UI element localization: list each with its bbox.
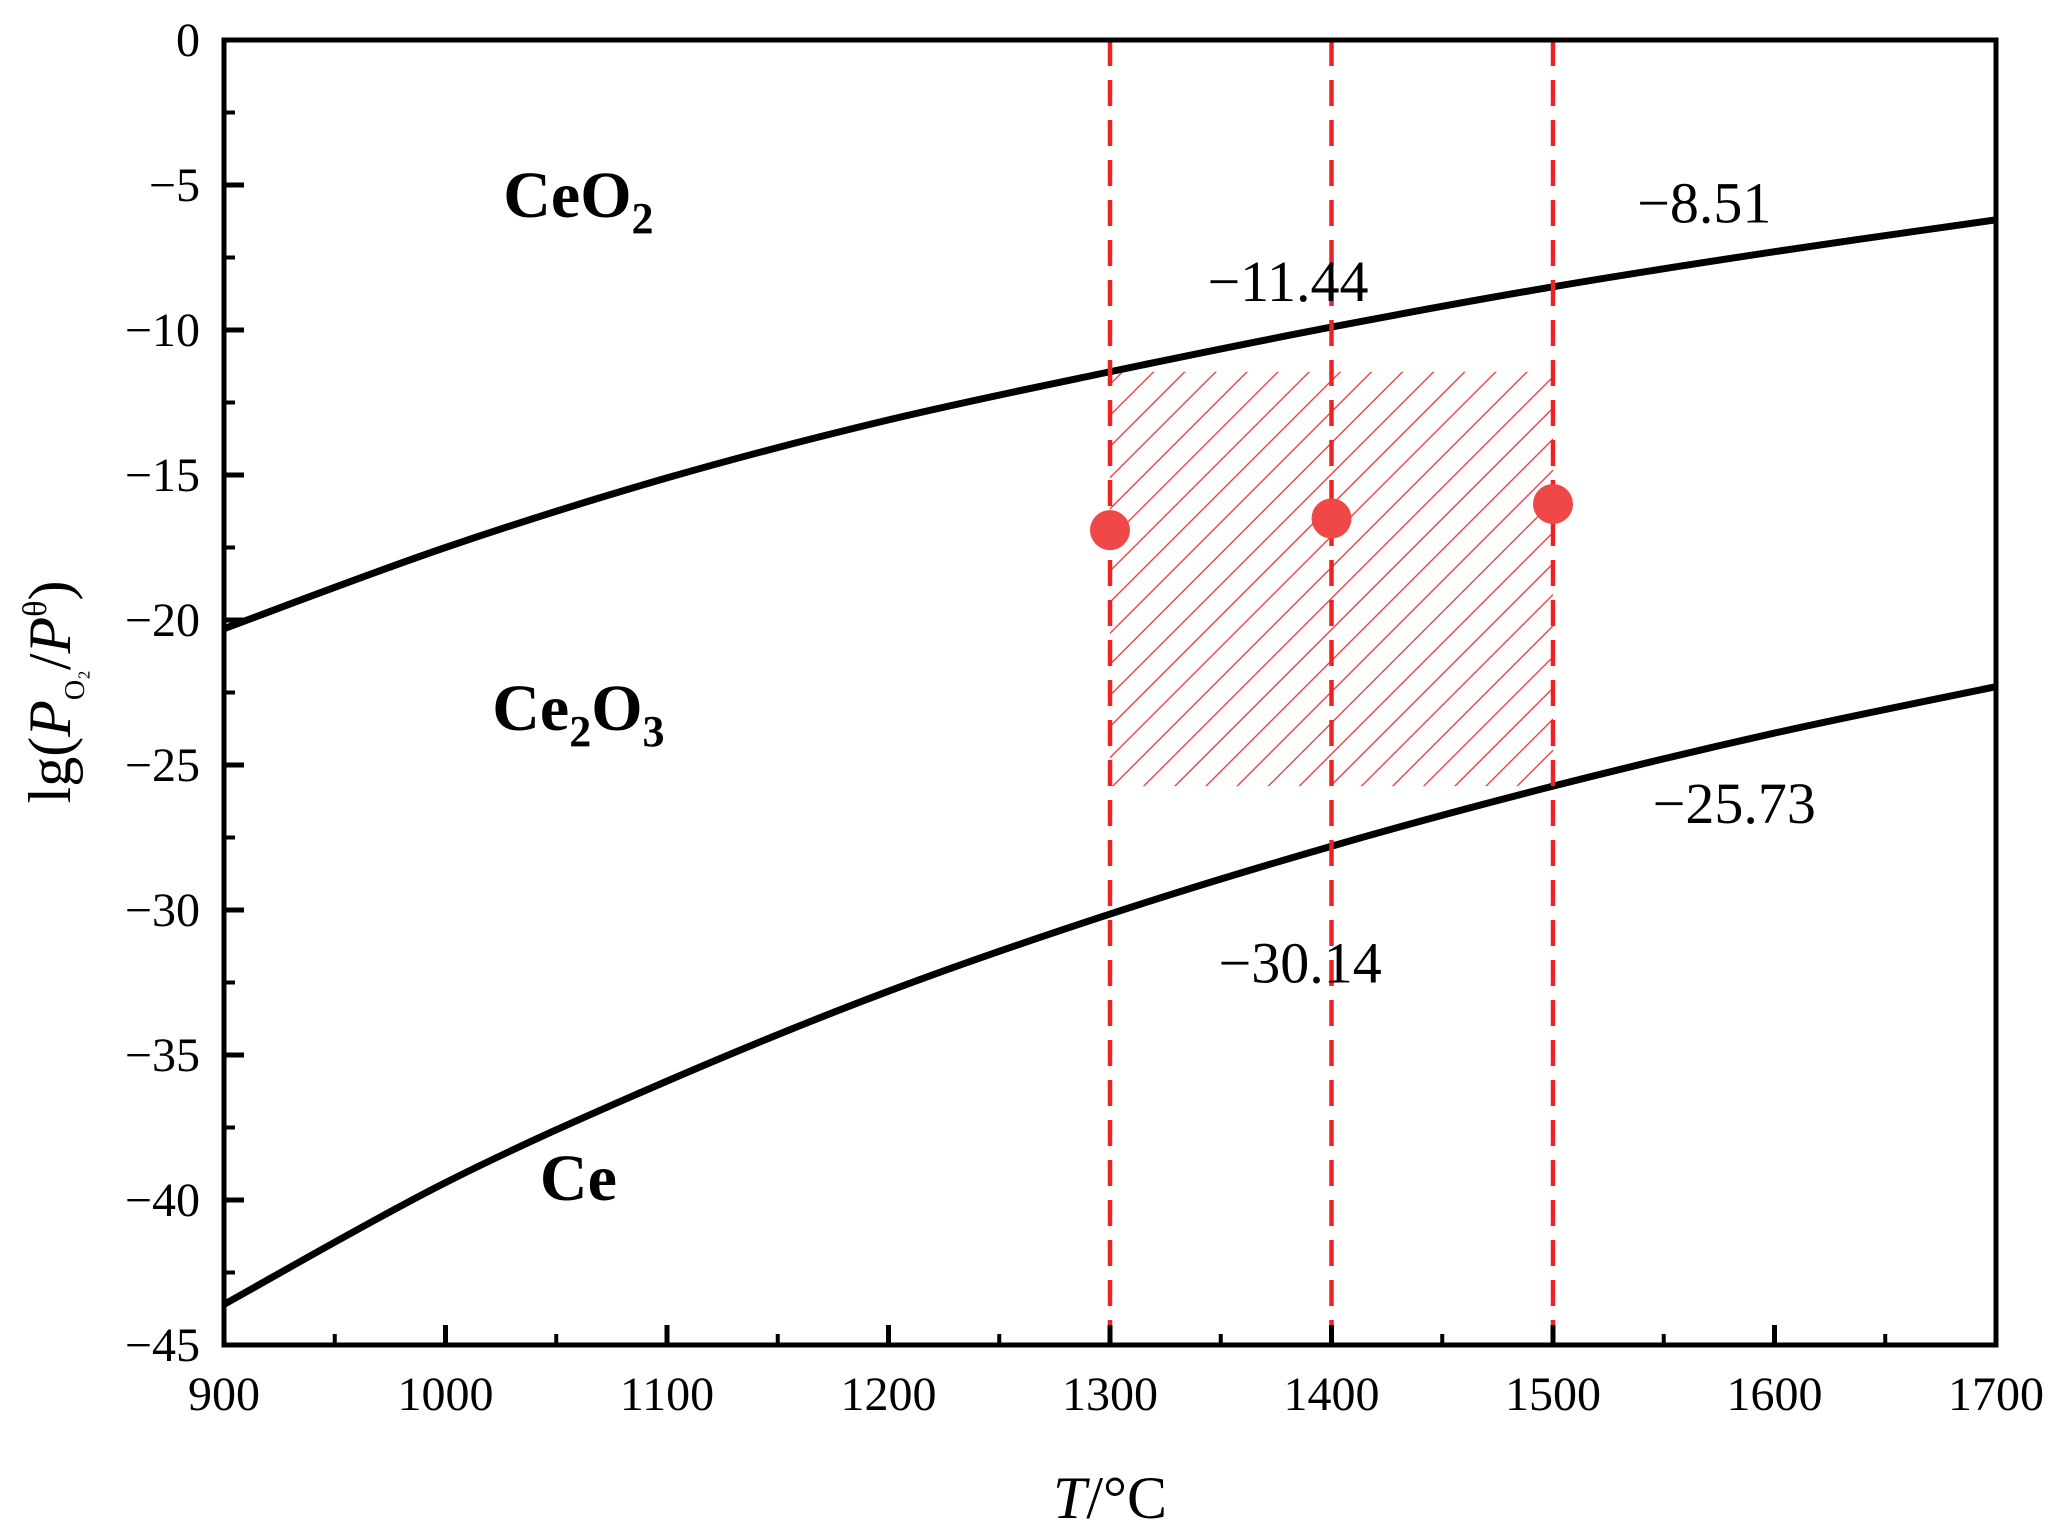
y-tick-label-0: 0 — [176, 14, 200, 67]
value-annotation-2: −30.14 — [1219, 931, 1382, 996]
y-tick-label--45: −45 — [125, 1319, 200, 1372]
y-axis-title: lg(PO₂/Pθ) — [17, 581, 91, 804]
y-tick-label--40: −40 — [125, 1174, 200, 1227]
data-point-1500 — [1533, 484, 1573, 524]
y-axis-title-p1-sub: O₂ — [60, 670, 91, 700]
value-annotation-1: −8.51 — [1637, 171, 1771, 236]
y-axis-title-p1: P — [17, 700, 83, 738]
series-line-1 — [224, 683, 1996, 1308]
x-tick-label-1400: 1400 — [1284, 1368, 1380, 1421]
x-tick-label-1700: 1700 — [1948, 1368, 2044, 1421]
x-tick-label-1500: 1500 — [1505, 1368, 1601, 1421]
y-axis-title-prefix: lg( — [17, 737, 83, 804]
x-axis-title-unit: /°C — [1086, 1465, 1167, 1531]
y-axis-title-p2-sup: θ — [17, 601, 54, 617]
y-tick-label--30: −30 — [125, 884, 200, 937]
region-label-1: Ce2O3 — [492, 672, 664, 756]
y-axis-title-p2: P — [17, 617, 83, 655]
data-point-1300 — [1090, 510, 1130, 551]
y-tick-label--35: −35 — [125, 1029, 200, 1082]
region-label-2: Ce — [540, 1142, 617, 1215]
x-tick-label-1100: 1100 — [620, 1368, 714, 1421]
data-point-1400 — [1311, 498, 1352, 539]
x-tick-label-1000: 1000 — [398, 1368, 494, 1421]
value-annotation-0: −11.44 — [1207, 249, 1368, 314]
x-tick-label-900: 900 — [188, 1368, 260, 1421]
x-tick-label-1600: 1600 — [1727, 1368, 1823, 1421]
x-axis-title: T/°C — [1053, 1465, 1167, 1531]
y-tick-label--10: −10 — [125, 304, 200, 357]
region-label-0: CeO2 — [503, 159, 653, 243]
y-axis-title-slash: / — [17, 653, 83, 670]
y-tick-label--20: −20 — [125, 594, 200, 647]
y-tick-label--25: −25 — [125, 739, 200, 792]
y-axis-title-suffix: ) — [17, 581, 83, 601]
y-tick-label--15: −15 — [125, 449, 200, 502]
x-axis-title-var: T — [1053, 1465, 1090, 1531]
x-tick-label-1200: 1200 — [841, 1368, 937, 1421]
y-tick-label--5: −5 — [149, 159, 200, 212]
x-tick-label-1300: 1300 — [1062, 1368, 1158, 1421]
value-annotation-3: −25.73 — [1653, 771, 1816, 836]
